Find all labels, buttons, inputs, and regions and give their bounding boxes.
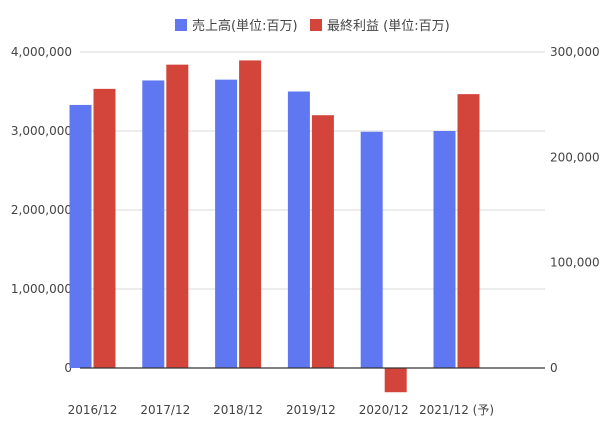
bar-sales-1 xyxy=(142,80,165,368)
x-tick-label: 2018/12 xyxy=(213,403,263,417)
left-tick-label: 2,000,000 xyxy=(11,203,72,217)
legend: 売上高(単位:百万) 最終利益 (単位:百万) xyxy=(175,18,450,34)
bar-sales-0 xyxy=(69,104,92,369)
legend-swatch xyxy=(175,19,187,31)
legend-swatch xyxy=(310,19,322,31)
x-tick-label: 2016/12 xyxy=(68,403,118,417)
bars xyxy=(69,60,480,393)
bar-net-income-2 xyxy=(239,60,262,368)
x-tick-label: 2021/12 (予) xyxy=(419,403,494,417)
left-tick-label: 3,000,000 xyxy=(11,124,72,138)
legend-label: 売上高(単位:百万) xyxy=(192,18,298,34)
right-axis-ticks: 0 100,000 200,000 300,000 xyxy=(550,45,600,375)
bar-sales-3 xyxy=(287,91,310,368)
bar-net-income-5 xyxy=(457,94,480,368)
x-tick-label: 2020/12 xyxy=(359,403,409,417)
bar-sales-4 xyxy=(360,131,383,368)
bar-net-income-4 xyxy=(384,368,407,393)
bar-net-income-3 xyxy=(311,115,334,368)
right-tick-label: 200,000 xyxy=(550,150,600,164)
right-tick-label: 100,000 xyxy=(550,256,600,270)
left-tick-label: 0 xyxy=(64,361,72,375)
left-axis-ticks: 0 1,000,000 2,000,000 3,000,000 4,000,000 xyxy=(11,45,72,375)
bar-sales-2 xyxy=(215,79,238,369)
left-tick-label: 4,000,000 xyxy=(11,45,72,59)
right-tick-label: 0 xyxy=(550,361,558,375)
bar-sales-5 xyxy=(433,131,456,368)
bar-net-income-1 xyxy=(166,64,189,368)
x-tick-label: 2017/12 xyxy=(140,403,190,417)
left-tick-label: 1,000,000 xyxy=(11,282,72,296)
x-axis-ticks: 2016/12 2017/12 2018/12 2019/12 2020/12 2021/… xyxy=(68,403,494,417)
legend-label: 最終利益 (単位:百万) xyxy=(327,18,450,34)
bar-net-income-0 xyxy=(93,88,116,368)
right-tick-label: 300,000 xyxy=(550,45,600,59)
x-tick-label: 2019/12 xyxy=(286,403,336,417)
